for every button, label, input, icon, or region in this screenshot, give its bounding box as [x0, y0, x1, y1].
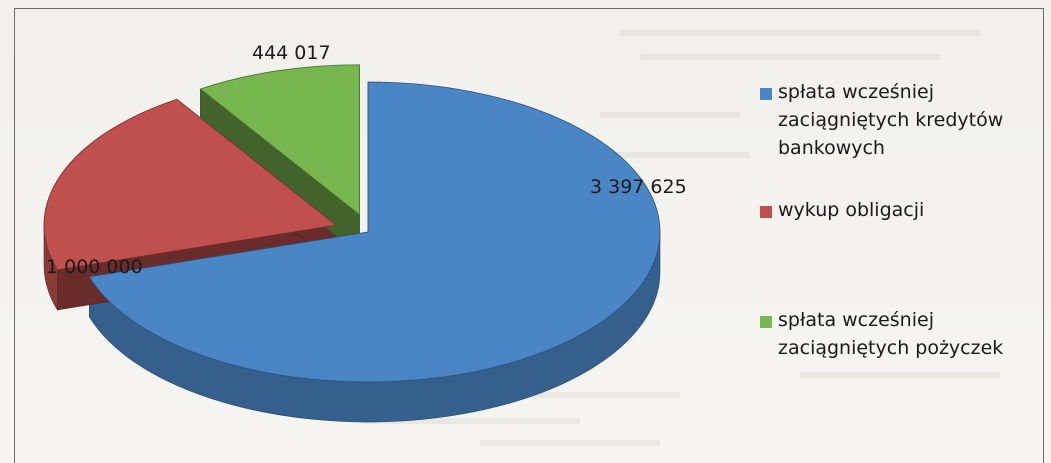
data-label-kredyty: 3 397 625	[590, 176, 687, 198]
slice-pozyczki-top	[199, 64, 360, 216]
legend-label-pozyczki: spłata wcześniej zaciągniętych pożyczek	[778, 309, 1004, 359]
legend-item-kredyty: spłata wcześniej zaciągniętych kredytów …	[760, 78, 1048, 162]
legend-swatch-kredyty	[760, 88, 772, 100]
slice-kredyty-top	[88, 81, 661, 383]
legend-swatch-pozyczki	[760, 316, 772, 328]
data-label-obligacje: 1 000 000	[46, 256, 143, 278]
legend-label-kredyty: spłata wcześniej zaciągniętych kredytów …	[778, 81, 1004, 159]
chart-frame	[14, 8, 1044, 463]
legend-item-pozyczki: spłata wcześniej zaciągniętych pożyczek	[760, 306, 1048, 362]
data-label-pozyczki: 444 017	[252, 42, 331, 64]
legend-label-obligacje: wykup obligacji	[778, 199, 925, 221]
legend-item-obligacje: wykup obligacji	[760, 196, 1048, 224]
slice-obligacje-top	[43, 98, 337, 271]
legend-swatch-obligacje	[760, 206, 772, 218]
